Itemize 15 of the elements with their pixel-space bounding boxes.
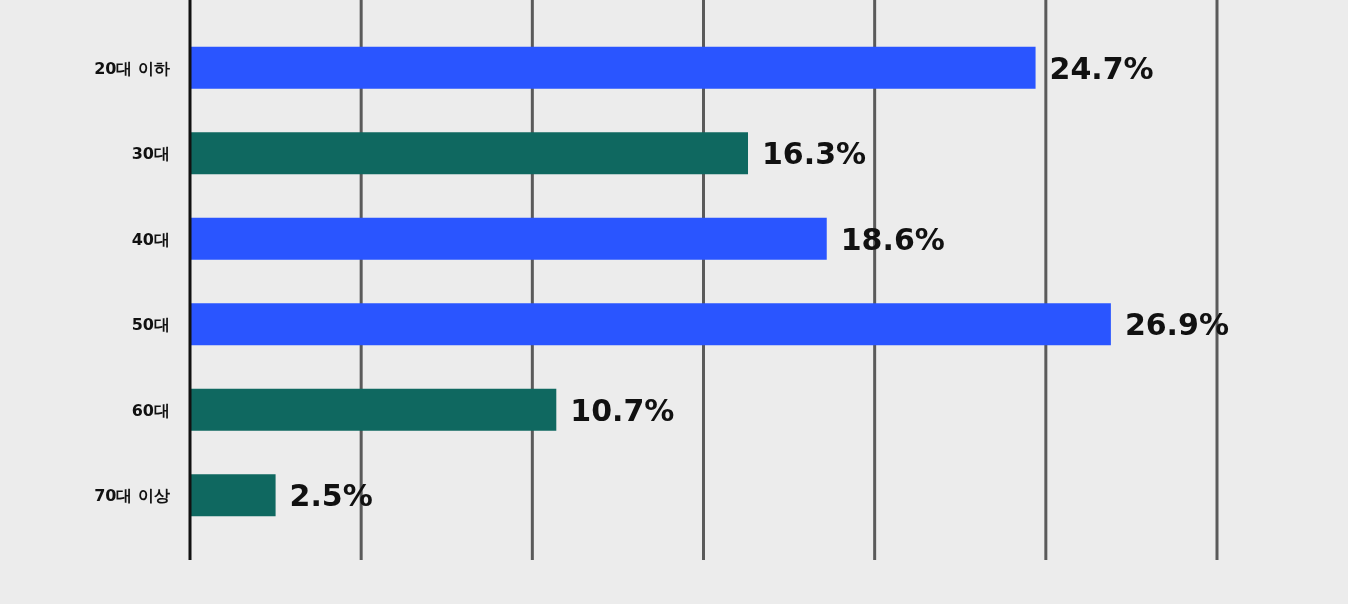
bar <box>190 132 748 175</box>
data-label: 24.7% <box>1049 50 1154 86</box>
bar <box>190 388 557 431</box>
bar <box>190 46 1036 89</box>
y-tick-label: 30대 <box>131 144 170 164</box>
y-tick-label: 20대 이하 <box>94 58 170 78</box>
y-tick-label: 60대 <box>131 400 170 420</box>
y-tick-label: 40대 <box>131 229 170 249</box>
y-tick-label: 70대 이상 <box>94 486 170 506</box>
bar <box>190 303 1111 346</box>
data-label: 10.7% <box>570 392 675 428</box>
bar <box>190 474 276 517</box>
data-label: 16.3% <box>762 136 867 172</box>
y-tick-label: 50대 <box>131 315 170 335</box>
bar <box>190 217 827 260</box>
